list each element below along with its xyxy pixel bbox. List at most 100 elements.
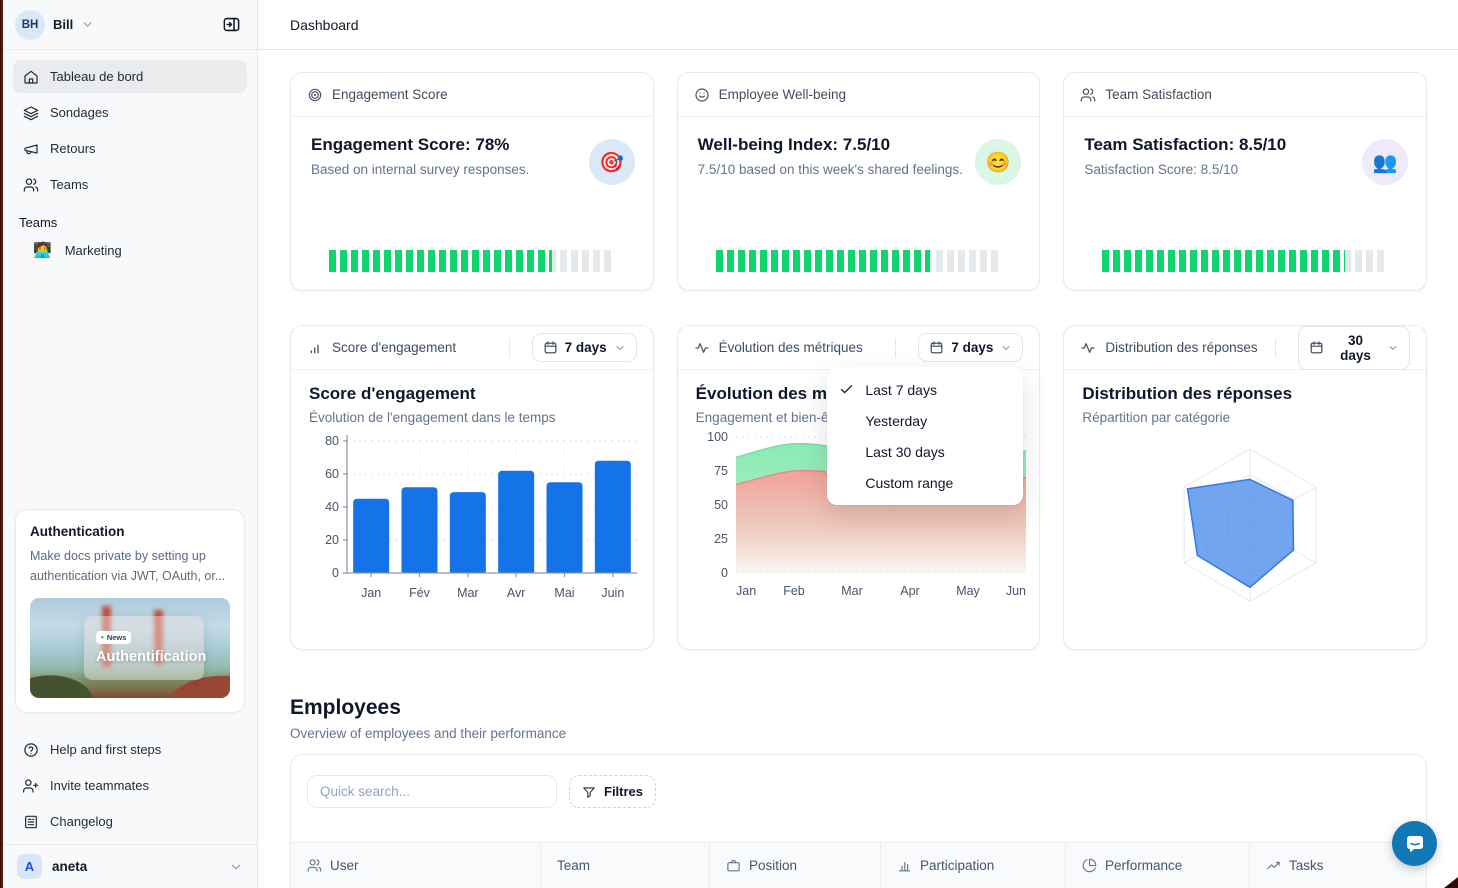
card-body: Score d'engagement Évolution de l'engage… [291, 370, 653, 609]
promo-image[interactable]: • News Authentification [30, 598, 230, 698]
user-plus-icon [23, 778, 39, 794]
promo-description: Make docs private by setting up authenti… [30, 549, 226, 583]
column-header-participation[interactable]: Participation [881, 843, 1066, 888]
sidebar-item-retours[interactable]: Retours [13, 132, 247, 165]
radar-chart [1184, 448, 1317, 602]
svg-text:Mar: Mar [841, 584, 863, 598]
sidebar-item-sondages[interactable]: Sondages [13, 96, 247, 129]
user-name[interactable]: Bill [53, 17, 74, 32]
authentication-promo-card[interactable]: Authentication Make docs private by sett… [15, 509, 245, 713]
workspace-avatar: A [17, 854, 42, 879]
menu-item-label: Last 7 days [865, 381, 937, 398]
stat-cards-row: Engagement Score Engagement Score: 78% B… [290, 72, 1428, 291]
activity-icon [1080, 340, 1096, 356]
divider [508, 337, 510, 358]
card-header-label: Engagement Score [332, 87, 448, 102]
stat-subtitle: Based on internal survey responses. [311, 162, 530, 177]
divider [895, 337, 897, 358]
page-title: Dashboard [290, 16, 359, 33]
column-header-user[interactable]: User [291, 843, 541, 888]
sidebar-collapse-button[interactable] [217, 11, 245, 39]
bar-chart-icon [897, 858, 912, 873]
sidebar-item-invite[interactable]: Invite teammates [13, 769, 247, 802]
table-header-row: User Team Position [291, 842, 1426, 888]
cursor-artifact [1444, 877, 1458, 888]
column-header-position[interactable]: Position [710, 843, 881, 888]
svg-text:60: 60 [325, 467, 339, 481]
megaphone-icon [23, 141, 39, 157]
progress-fill [715, 250, 930, 272]
menu-item-last-30-days[interactable]: Last 30 days [827, 436, 1023, 467]
chevron-down-icon [1387, 342, 1399, 354]
workspace-switcher[interactable]: A aneta [3, 844, 257, 888]
chart-title: Score d'engagement [309, 384, 476, 403]
promo-image-overlay: • News Authentification [84, 616, 206, 680]
range-select-button-open[interactable]: 7 days [918, 333, 1024, 362]
main-area: Dashboard Engagement Score Engagement Sc… [258, 0, 1458, 888]
filters-button[interactable]: Filtres [569, 775, 657, 808]
progress-bar [1102, 250, 1389, 272]
sidebar: BH Bill Tableau de bord Sondages [3, 0, 258, 888]
funnel-icon [582, 785, 596, 799]
content: Engagement Score Engagement Score: 78% B… [258, 50, 1458, 888]
newspaper-icon [23, 814, 39, 830]
sidebar-item-help[interactable]: Help and first steps [13, 733, 247, 766]
chart-subtitle: Engagement et bien-être [695, 410, 845, 425]
news-badge: • News [96, 631, 132, 644]
avatar[interactable]: BH [15, 9, 45, 40]
chevron-down-icon[interactable] [81, 18, 94, 31]
column-label: Participation [920, 858, 995, 873]
calendar-icon [1309, 340, 1324, 355]
wellbeing-card: Employee Well-being Well-being Index: 7.… [676, 72, 1041, 291]
search-input[interactable] [307, 775, 557, 808]
smile-emoji: 😊 [975, 139, 1022, 185]
sidebar-item-teams[interactable]: Teams [13, 168, 247, 201]
card-header-label: Employee Well-being [718, 87, 846, 102]
svg-text:Feb: Feb [783, 584, 805, 598]
menu-item-yesterday[interactable]: Yesterday [827, 405, 1023, 436]
target-icon [307, 87, 323, 103]
column-header-tasks[interactable]: Tasks [1250, 843, 1426, 888]
users-icon [307, 858, 322, 873]
range-label: 7 days [564, 340, 607, 355]
chat-launcher-button[interactable] [1392, 821, 1437, 866]
calendar-icon [543, 340, 558, 355]
svg-text:100: 100 [707, 430, 728, 444]
chevron-down-icon [1000, 342, 1012, 354]
sidebar-item-marketing[interactable]: 🧑‍💻 Marketing [13, 234, 247, 267]
menu-item-last-7-days[interactable]: Last 7 days [827, 374, 1023, 405]
divider [1274, 337, 1276, 358]
sidebar-item-label: Retours [50, 141, 96, 156]
sidebar-item-tableau-de-bord[interactable]: Tableau de bord [13, 60, 247, 93]
svg-text:50: 50 [714, 498, 728, 512]
stat-title: Team Satisfaction: 8.5/10 [1084, 135, 1287, 154]
column-header-performance[interactable]: Performance [1066, 843, 1250, 888]
sidebar-item-label: Sondages [50, 105, 109, 120]
card-header: Score d'engagement 7 days [291, 326, 653, 370]
sidebar-item-changelog[interactable]: Changelog [13, 805, 247, 838]
column-label: User [330, 858, 359, 873]
menu-item-custom-range[interactable]: Custom range [827, 467, 1023, 498]
card-header: Team Satisfaction [1064, 73, 1427, 117]
column-label: Performance [1105, 858, 1183, 873]
people-emoji: 👥 [1362, 139, 1409, 185]
column-label: Position [749, 858, 798, 873]
topbar: Dashboard [258, 0, 1458, 50]
column-header-team[interactable]: Team [541, 843, 710, 888]
badge-label: News [106, 633, 127, 642]
person-laptop-emoji: 🧑‍💻 [33, 242, 52, 259]
sidebar-item-label: Teams [50, 177, 89, 192]
chart-subtitle: Répartition par catégorie [1082, 410, 1231, 425]
range-label: 30 days [1340, 332, 1371, 363]
bridge-tower-shape [154, 610, 163, 665]
range-select-button[interactable]: 7 days [531, 333, 637, 362]
teams-section-label: Teams [19, 215, 58, 230]
svg-text:May: May [956, 584, 980, 598]
menu-item-label: Yesterday [865, 412, 928, 429]
svg-text:Jun: Jun [1006, 584, 1026, 598]
card-body: Team Satisfaction: 8.5/10 Satisfaction S… [1064, 117, 1426, 290]
range-select-button[interactable]: 30 days [1297, 325, 1411, 370]
help-circle-icon [23, 742, 39, 758]
sidebar-item-label: Help and first steps [50, 742, 162, 757]
chart-subtitle: Évolution de l'engagement dans le temps [309, 410, 556, 425]
